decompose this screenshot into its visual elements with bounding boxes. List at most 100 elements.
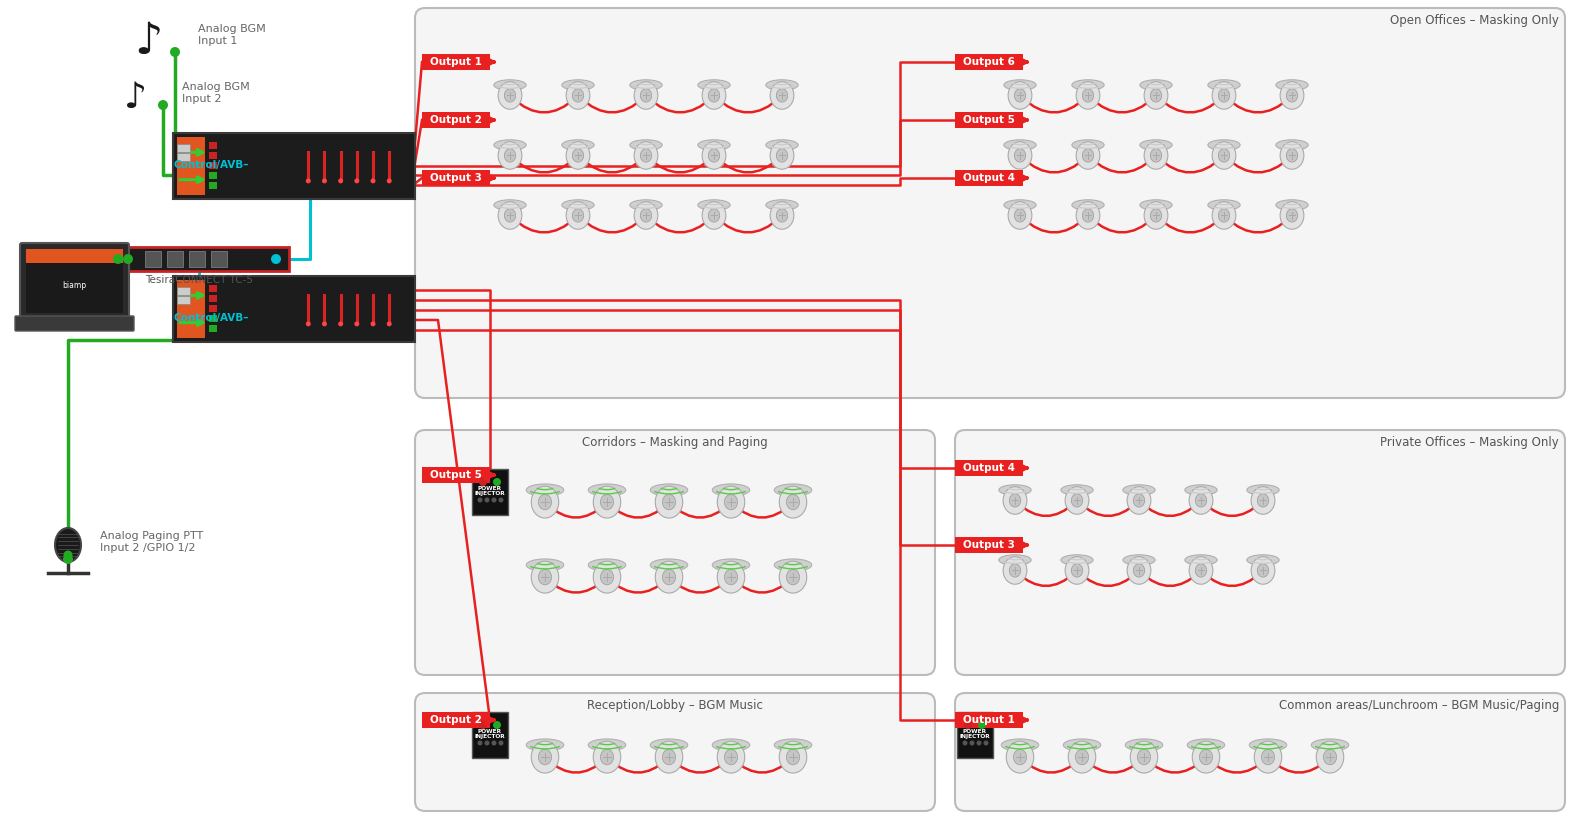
Ellipse shape [1133, 564, 1144, 578]
FancyBboxPatch shape [955, 693, 1565, 811]
Circle shape [339, 178, 344, 183]
Ellipse shape [1065, 557, 1089, 584]
Bar [189, 251, 205, 267]
Ellipse shape [1133, 494, 1144, 507]
Ellipse shape [662, 749, 676, 765]
Ellipse shape [766, 140, 797, 151]
Ellipse shape [703, 82, 727, 110]
Ellipse shape [656, 741, 682, 773]
Ellipse shape [725, 749, 738, 765]
Ellipse shape [656, 486, 682, 518]
Ellipse shape [712, 559, 750, 571]
Ellipse shape [786, 494, 799, 510]
Circle shape [484, 740, 490, 745]
Text: Private Offices – Masking Only: Private Offices – Masking Only [1381, 436, 1559, 449]
Text: POWER
INJECTOR: POWER INJECTOR [474, 729, 506, 739]
FancyBboxPatch shape [177, 280, 205, 338]
Ellipse shape [708, 209, 720, 222]
Bar [210, 295, 217, 302]
Ellipse shape [1277, 80, 1308, 90]
Ellipse shape [566, 142, 589, 169]
Ellipse shape [634, 82, 657, 110]
Ellipse shape [1064, 739, 1100, 751]
FancyBboxPatch shape [955, 460, 1023, 476]
Ellipse shape [566, 82, 589, 110]
Ellipse shape [777, 149, 788, 162]
Ellipse shape [1185, 485, 1217, 495]
Text: ♪: ♪ [123, 81, 147, 115]
Ellipse shape [493, 200, 526, 210]
Ellipse shape [1311, 739, 1349, 751]
Ellipse shape [774, 484, 812, 496]
Ellipse shape [1015, 89, 1026, 102]
Circle shape [63, 551, 72, 560]
Ellipse shape [1069, 741, 1095, 773]
Circle shape [322, 178, 326, 183]
Ellipse shape [1207, 140, 1240, 151]
Text: Output 5: Output 5 [430, 470, 482, 480]
Text: POWER
INJECTOR: POWER INJECTOR [960, 729, 990, 739]
Ellipse shape [1195, 494, 1207, 507]
Text: Output 4: Output 4 [963, 463, 1015, 473]
Ellipse shape [766, 80, 797, 90]
Ellipse shape [600, 569, 613, 585]
FancyBboxPatch shape [414, 693, 935, 811]
FancyBboxPatch shape [109, 247, 288, 271]
Ellipse shape [1009, 494, 1021, 507]
Ellipse shape [526, 484, 564, 496]
FancyBboxPatch shape [20, 243, 129, 319]
Ellipse shape [771, 142, 794, 169]
Ellipse shape [1185, 555, 1217, 565]
Circle shape [484, 497, 490, 502]
Ellipse shape [593, 486, 621, 518]
Ellipse shape [1122, 555, 1155, 565]
Ellipse shape [630, 200, 662, 210]
FancyBboxPatch shape [173, 276, 414, 342]
Ellipse shape [1130, 741, 1158, 773]
Bar [177, 153, 191, 161]
Ellipse shape [1004, 487, 1028, 515]
Ellipse shape [662, 569, 676, 585]
Ellipse shape [493, 80, 526, 90]
Ellipse shape [1009, 142, 1032, 169]
Ellipse shape [1004, 80, 1035, 90]
Bar [210, 142, 217, 149]
Ellipse shape [779, 741, 807, 773]
Ellipse shape [698, 140, 730, 151]
Text: Analog Paging PTT
Input 2 /GPIO 1/2: Analog Paging PTT Input 2 /GPIO 1/2 [99, 531, 203, 553]
Ellipse shape [1280, 202, 1303, 229]
Text: TesiraCONNECT TC-5: TesiraCONNECT TC-5 [145, 275, 254, 285]
Ellipse shape [493, 140, 526, 151]
Circle shape [493, 478, 501, 486]
Ellipse shape [703, 202, 727, 229]
Ellipse shape [1280, 142, 1303, 169]
Ellipse shape [593, 741, 621, 773]
Text: Common areas/Lunchroom – BGM Music/Paging: Common areas/Lunchroom – BGM Music/Pagin… [1278, 699, 1559, 712]
Text: Control/AVB–: Control/AVB– [173, 313, 249, 323]
FancyBboxPatch shape [471, 469, 507, 515]
Ellipse shape [1207, 200, 1240, 210]
Text: Open Offices – Masking Only: Open Offices – Masking Only [1390, 14, 1559, 27]
Ellipse shape [1286, 89, 1297, 102]
Ellipse shape [1001, 739, 1039, 751]
Ellipse shape [600, 749, 613, 765]
Ellipse shape [593, 561, 621, 593]
Ellipse shape [774, 739, 812, 751]
Ellipse shape [771, 202, 794, 229]
Ellipse shape [703, 142, 727, 169]
Ellipse shape [698, 200, 730, 210]
Ellipse shape [1218, 149, 1229, 162]
Text: Output 6: Output 6 [963, 57, 1015, 67]
Ellipse shape [1125, 739, 1163, 751]
Ellipse shape [1187, 739, 1225, 751]
Ellipse shape [1324, 749, 1336, 765]
Ellipse shape [504, 89, 515, 102]
Text: Reception/Lobby – BGM Music: Reception/Lobby – BGM Music [588, 699, 763, 712]
Ellipse shape [563, 140, 594, 151]
Text: Output 1: Output 1 [430, 57, 482, 67]
Circle shape [492, 497, 496, 502]
Ellipse shape [1072, 564, 1083, 578]
Circle shape [370, 321, 375, 326]
Ellipse shape [777, 209, 788, 222]
Circle shape [493, 721, 501, 729]
